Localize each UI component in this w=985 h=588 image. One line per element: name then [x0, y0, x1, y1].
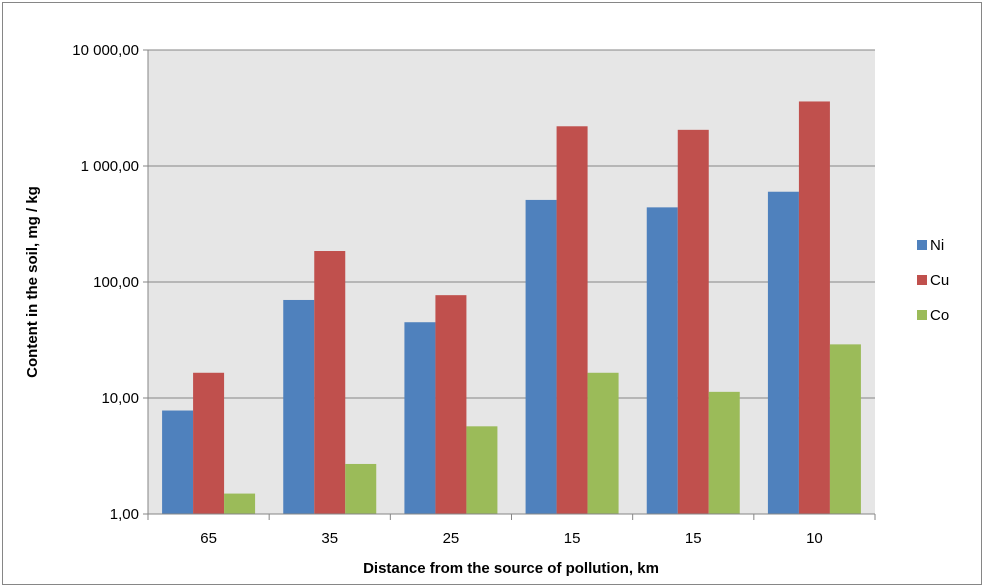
- bar-ni: [162, 410, 194, 514]
- bar-ni: [646, 207, 678, 514]
- gridlines: [143, 49, 875, 515]
- bar-ni: [404, 322, 436, 514]
- x-tick-label: 15: [564, 530, 581, 547]
- bar-co: [587, 372, 619, 514]
- bar-co: [345, 463, 377, 514]
- bars: [162, 101, 861, 515]
- bar-cu: [798, 101, 830, 515]
- legend: Ni Cu Co: [917, 237, 949, 324]
- x-tick-label: 25: [443, 530, 460, 547]
- bar-co: [466, 426, 498, 514]
- y-tick-labels: 1,00 10,00 100,00 1 000,00 10 000,00: [72, 42, 139, 523]
- legend-swatch-cu: [917, 275, 927, 285]
- y-tick-label: 1,00: [110, 506, 139, 523]
- legend-label-cu: Cu: [930, 272, 949, 289]
- x-tick-labels: 65 35 25 15 15 10: [147, 514, 876, 547]
- bar-cu: [677, 129, 709, 514]
- bar-cu: [193, 372, 225, 514]
- y-tick-label: 100,00: [93, 274, 139, 291]
- legend-swatch-ni: [917, 240, 927, 250]
- bar-co: [708, 391, 740, 514]
- bar-co: [224, 493, 256, 514]
- bar-cu: [556, 126, 588, 515]
- legend-label-co: Co: [930, 307, 949, 324]
- bar-ni: [767, 191, 799, 515]
- bar-cu: [435, 295, 467, 514]
- x-tick-label: 65: [200, 530, 217, 547]
- legend-label-ni: Ni: [930, 237, 944, 254]
- bar-ni: [283, 299, 315, 514]
- x-tick-label: 10: [806, 530, 823, 547]
- y-tick-label: 1 000,00: [81, 158, 139, 175]
- y-tick-label: 10,00: [101, 390, 139, 407]
- bar-co: [829, 344, 861, 514]
- bar-ni: [525, 199, 557, 514]
- x-axis-title: Distance from the source of pollution, k…: [363, 560, 659, 577]
- y-axis-title: Content in the soil, mg / kg: [24, 186, 41, 378]
- x-tick-label: 35: [321, 530, 338, 547]
- y-tick-label: 10 000,00: [72, 42, 139, 59]
- legend-swatch-co: [917, 310, 927, 320]
- x-tick-label: 15: [685, 530, 702, 547]
- bar-cu: [314, 251, 346, 515]
